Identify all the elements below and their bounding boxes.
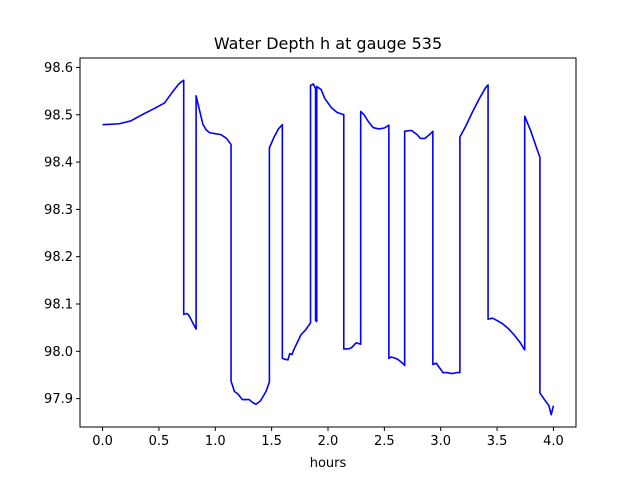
y-tick-label: 98.0 — [44, 345, 73, 360]
x-tick-label: 2.0 — [318, 434, 339, 449]
series-line-0 — [102, 79, 555, 416]
y-tick-label: 98.6 — [44, 61, 73, 76]
y-tick-label: 98.5 — [44, 108, 73, 123]
x-tick-label: 3.0 — [430, 434, 451, 449]
plot-area — [102, 79, 555, 416]
y-tick-label: 98.4 — [44, 156, 73, 171]
y-tick-label: 97.9 — [44, 392, 73, 407]
x-tick-label: 3.5 — [487, 434, 508, 449]
x-tick-label: 1.5 — [261, 434, 282, 449]
x-tick-label: 4.0 — [543, 434, 564, 449]
x-axis: 0.0 0.5 1.0 1.5 2.0 2.5 3.0 3.5 4.0 — [92, 427, 564, 449]
x-tick-label: 0.5 — [149, 434, 170, 449]
x-tick-label: 2.5 — [374, 434, 395, 449]
x-axis-label: hours — [310, 456, 347, 471]
y-tick-label: 98.1 — [44, 298, 73, 313]
x-tick-label: 0.0 — [92, 434, 113, 449]
y-axis: 97.9 98.0 98.1 98.2 98.3 98.4 98.5 98.6 — [44, 61, 80, 407]
x-tick-label: 1.0 — [205, 434, 226, 449]
chart-title: Water Depth h at gauge 535 — [214, 34, 442, 53]
y-tick-label: 98.3 — [44, 203, 73, 218]
y-tick-label: 98.2 — [44, 250, 73, 265]
